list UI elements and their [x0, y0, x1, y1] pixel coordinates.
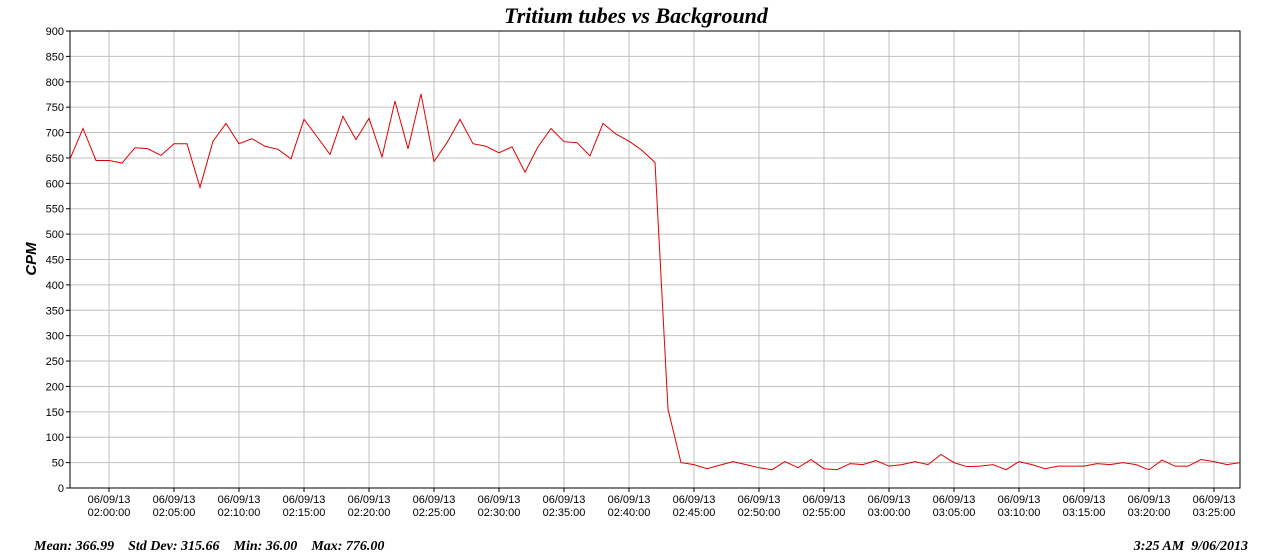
x-tick-time-label: 02:15:00 [283, 507, 326, 519]
y-tick-label: 500 [46, 229, 64, 241]
y-tick-label: 350 [46, 305, 64, 317]
x-tick-date-label: 06/09/13 [153, 494, 196, 506]
x-tick-date-label: 06/09/13 [673, 494, 716, 506]
y-tick-label: 450 [46, 255, 64, 267]
y-tick-label: 200 [46, 381, 64, 393]
y-tick-label: 850 [46, 51, 64, 63]
x-tick-date-label: 06/09/13 [933, 494, 976, 506]
x-tick-time-label: 02:00:00 [88, 507, 131, 519]
stat-mean: Mean: 366.99 [34, 539, 115, 554]
x-tick-time-label: 03:20:00 [1128, 507, 1171, 519]
x-tick-date-label: 06/09/13 [1193, 494, 1236, 506]
stats-bar: Mean: 366.99 Std Dev: 315.66 Min: 36.00 Max… [34, 539, 398, 555]
x-tick-date-label: 06/09/13 [413, 494, 456, 506]
stat-max: Max: 776.00 [311, 539, 385, 554]
x-tick-time-label: 02:40:00 [608, 507, 651, 519]
x-tick-date-label: 06/09/13 [868, 494, 911, 506]
x-tick-date-label: 06/09/13 [738, 494, 781, 506]
y-tick-label: 700 [46, 128, 64, 140]
x-tick-time-label: 02:50:00 [738, 507, 781, 519]
x-tick-time-label: 03:25:00 [1193, 507, 1236, 519]
y-tick-label: 550 [46, 204, 64, 216]
y-axis: 0 50 100 150 200 250 300 350 400 450 500 550 600 650 7… [46, 26, 70, 495]
x-tick-date-label: 06/09/13 [1063, 494, 1106, 506]
y-tick-label: 800 [46, 77, 64, 89]
x-tick-time-label: 02:20:00 [348, 507, 391, 519]
stat-std-dev: Std Dev: 315.66 [128, 539, 220, 554]
x-tick-time-label: 02:30:00 [478, 507, 521, 519]
y-axis-label: CPM [23, 242, 40, 276]
x-axis: 06/09/1302:00:0006/09/1302:05:0006/09/13… [88, 488, 1236, 519]
grid [70, 31, 1240, 488]
y-tick-label: 0 [58, 483, 64, 495]
x-tick-time-label: 02:45:00 [673, 507, 716, 519]
x-tick-time-label: 02:25:00 [413, 507, 456, 519]
y-tick-label: 250 [46, 356, 64, 368]
stat-min: Min: 36.00 [233, 539, 298, 554]
x-tick-date-label: 06/09/13 [218, 494, 261, 506]
y-tick-label: 400 [46, 280, 64, 292]
x-tick-time-label: 02:35:00 [543, 507, 586, 519]
x-tick-time-label: 02:05:00 [153, 507, 196, 519]
series-line-cpm [69, 93, 1241, 471]
x-tick-date-label: 06/09/13 [348, 494, 391, 506]
x-tick-date-label: 06/09/13 [608, 494, 651, 506]
y-tick-label: 650 [46, 153, 64, 165]
x-tick-time-label: 02:55:00 [803, 507, 846, 519]
y-tick-label: 300 [46, 331, 64, 343]
x-tick-date-label: 06/09/13 [283, 494, 326, 506]
series-layer [69, 93, 1241, 471]
chart-title: Tritium tubes vs Background [504, 3, 769, 28]
y-tick-label: 50 [52, 458, 64, 470]
x-tick-time-label: 02:10:00 [218, 507, 261, 519]
x-tick-time-label: 03:15:00 [1063, 507, 1106, 519]
x-tick-time-label: 03:00:00 [868, 507, 911, 519]
x-tick-date-label: 06/09/13 [1128, 494, 1171, 506]
y-tick-label: 750 [46, 102, 64, 114]
x-tick-date-label: 06/09/13 [478, 494, 521, 506]
y-tick-label: 150 [46, 407, 64, 419]
x-tick-date-label: 06/09/13 [998, 494, 1041, 506]
y-tick-label: 100 [46, 432, 64, 444]
y-tick-label: 600 [46, 178, 64, 190]
x-tick-date-label: 06/09/13 [543, 494, 586, 506]
x-tick-time-label: 03:10:00 [998, 507, 1041, 519]
x-tick-date-label: 06/09/13 [803, 494, 846, 506]
y-tick-label: 900 [46, 26, 64, 38]
x-tick-date-label: 06/09/13 [88, 494, 131, 506]
timestamp: 3:25 AM 9/06/2013 [1133, 539, 1248, 554]
x-tick-time-label: 03:05:00 [933, 507, 976, 519]
